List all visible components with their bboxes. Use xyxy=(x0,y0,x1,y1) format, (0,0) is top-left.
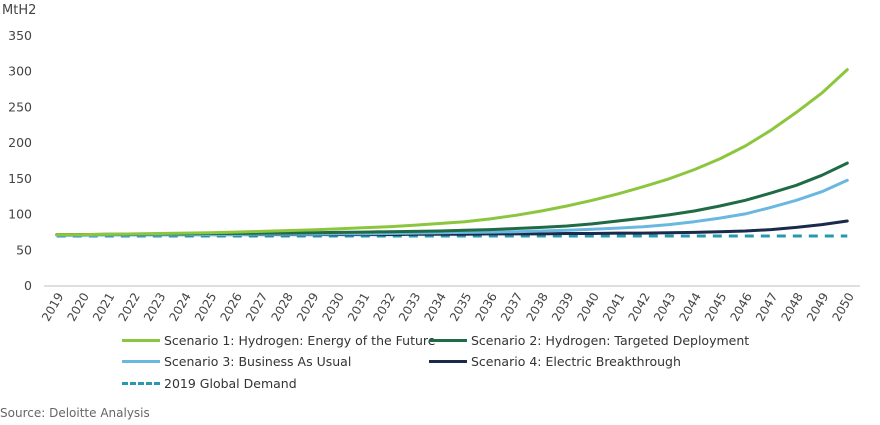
x-tick-label: 2038 xyxy=(523,290,550,323)
x-tick-label: 2050 xyxy=(829,290,856,323)
x-tick-label: 2022 xyxy=(115,290,142,323)
x-tick-label: 2047 xyxy=(753,290,780,323)
legend-label: Scenario 2: Hydrogen: Targeted Deploymen… xyxy=(471,333,750,348)
x-tick-label: 2026 xyxy=(217,290,244,323)
x-tick-label: 2034 xyxy=(421,290,448,323)
y-tick-label: 100 xyxy=(8,207,32,222)
series-line-3 xyxy=(55,178,849,237)
x-tick-label: 2035 xyxy=(447,290,474,323)
x-tick-label: 2025 xyxy=(192,290,219,323)
legend-swatch xyxy=(429,360,467,363)
x-axis-ticks: 2019202020212022202320242025202620272028… xyxy=(39,290,857,323)
x-tick-label: 2041 xyxy=(600,290,627,323)
x-tick-label: 2048 xyxy=(778,290,805,323)
legend-label: 2019 Global Demand xyxy=(164,376,297,391)
legend-label: Scenario 1: Hydrogen: Energy of the Futu… xyxy=(164,333,436,348)
x-tick-label: 2042 xyxy=(625,290,652,323)
x-tick-label: 2049 xyxy=(804,290,831,323)
x-tick-label: 2043 xyxy=(651,290,678,323)
x-tick-label: 2032 xyxy=(370,290,397,323)
x-tick-label: 2046 xyxy=(727,290,754,323)
x-tick-label: 2039 xyxy=(549,290,576,323)
legend-swatch xyxy=(122,382,160,385)
x-tick-label: 2031 xyxy=(345,290,372,323)
legend-swatch xyxy=(429,339,467,342)
x-tick-label: 2021 xyxy=(90,290,117,323)
x-tick-label: 2019 xyxy=(39,290,66,323)
x-tick-label: 2029 xyxy=(294,290,321,323)
x-tick-label: 2028 xyxy=(268,290,295,323)
x-tick-label: 2044 xyxy=(676,290,703,323)
y-tick-label: 0 xyxy=(24,278,32,293)
series-lines xyxy=(55,68,849,238)
y-tick-label: 200 xyxy=(8,135,32,150)
x-tick-label: 2023 xyxy=(141,290,168,323)
source-note: Source: Deloitte Analysis xyxy=(0,406,150,420)
legend-swatch xyxy=(122,360,160,363)
x-tick-label: 2020 xyxy=(64,290,91,323)
y-tick-label: 150 xyxy=(8,171,32,186)
legend-item-scenario-2: Scenario 2: Hydrogen: Targeted Deploymen… xyxy=(429,333,749,348)
legend-label: Scenario 4: Electric Breakthrough xyxy=(471,354,681,369)
y-tick-label: 350 xyxy=(8,28,32,43)
x-tick-label: 2033 xyxy=(396,290,423,323)
x-tick-label: 2027 xyxy=(243,290,270,323)
legend-item-scenario-1: Scenario 1: Hydrogen: Energy of the Futu… xyxy=(122,333,435,348)
x-tick-label: 2030 xyxy=(319,290,346,323)
legend-item-scenario-4: Scenario 4: Electric Breakthrough xyxy=(429,354,681,369)
y-tick-label: 300 xyxy=(8,64,32,79)
y-axis-unit-label: MtH2 xyxy=(2,3,37,18)
legend-label: Scenario 3: Business As Usual xyxy=(164,354,352,369)
y-tick-label: 250 xyxy=(8,99,32,114)
x-tick-label: 2037 xyxy=(498,290,525,323)
x-tick-label: 2045 xyxy=(702,290,729,323)
y-axis-ticks: 0 50 100 150 200 250 300 350 xyxy=(8,28,32,293)
x-tick-label: 2036 xyxy=(472,290,499,323)
x-tick-label: 2024 xyxy=(166,290,193,323)
y-tick-label: 50 xyxy=(16,242,32,257)
series-line-1 xyxy=(55,68,849,237)
legend-item-2019-demand: 2019 Global Demand xyxy=(122,376,297,391)
legend-swatch xyxy=(122,339,160,342)
x-tick-label: 2040 xyxy=(574,290,601,323)
legend-item-scenario-3: Scenario 3: Business As Usual xyxy=(122,354,351,369)
